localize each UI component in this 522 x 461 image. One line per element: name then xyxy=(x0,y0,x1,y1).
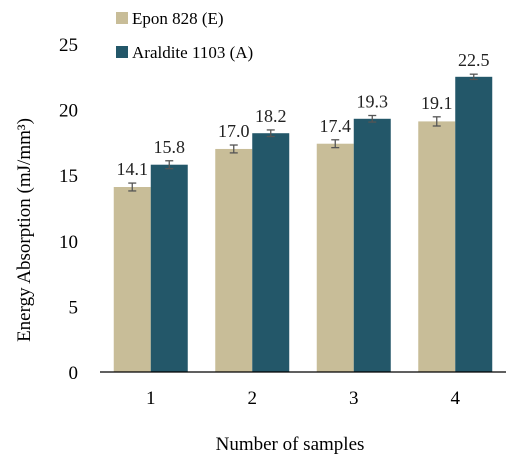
error-bar-araldite xyxy=(469,73,478,81)
data-label-epon: 17.4 xyxy=(320,116,352,136)
data-label-epon: 14.1 xyxy=(117,159,149,179)
bars-layer xyxy=(113,76,493,373)
error-bar-epon xyxy=(128,182,137,192)
legend-swatch-araldite xyxy=(116,46,128,58)
error-bar-epon xyxy=(432,116,441,127)
legend-label-araldite: Araldite 1103 (A) xyxy=(132,43,253,62)
error-bar-araldite xyxy=(165,160,174,170)
bar-araldite xyxy=(150,164,188,372)
y-tick-label: 5 xyxy=(69,297,79,318)
y-tick-label: 10 xyxy=(59,232,78,253)
x-tick-labels: 1 2 3 4 xyxy=(146,388,461,409)
legend-swatch-epon xyxy=(116,12,128,24)
y-tick-label: 0 xyxy=(69,363,79,384)
data-label-araldite: 15.8 xyxy=(154,137,186,157)
legend-label-epon: Epon 828 (E) xyxy=(132,9,224,28)
bar-epon xyxy=(113,187,151,372)
x-tick-label: 1 xyxy=(146,388,156,409)
error-bar-araldite xyxy=(368,114,377,123)
y-axis-label: Energy Absorption (mJ/mm³) xyxy=(14,118,35,342)
data-label-araldite: 18.2 xyxy=(255,106,287,126)
data-label-araldite: 19.3 xyxy=(357,92,389,112)
bar-epon xyxy=(316,143,354,372)
error-bar-araldite xyxy=(266,129,275,138)
bar-araldite xyxy=(252,133,290,372)
error-bars-layer xyxy=(128,73,478,192)
y-tick-label: 20 xyxy=(59,101,78,122)
x-axis-label: Number of samples xyxy=(216,434,365,455)
error-bar-epon xyxy=(331,139,340,149)
bar-araldite xyxy=(455,76,493,373)
y-tick-labels: 0 5 10 15 20 25 xyxy=(59,35,78,384)
x-tick-label: 2 xyxy=(248,388,258,409)
y-tick-label: 15 xyxy=(59,166,78,187)
bar-epon xyxy=(215,148,253,372)
x-tick-label: 4 xyxy=(451,388,461,409)
error-bar-epon xyxy=(229,144,238,154)
bar-epon xyxy=(418,121,456,373)
data-label-epon: 17.0 xyxy=(218,121,250,141)
data-label-araldite: 22.5 xyxy=(458,50,490,70)
legend: Epon 828 (E) Araldite 1103 (A) xyxy=(116,9,253,62)
x-tick-label: 3 xyxy=(349,388,359,409)
data-label-epon: 19.1 xyxy=(421,93,453,113)
bar-araldite xyxy=(353,118,391,372)
y-tick-label: 25 xyxy=(59,35,78,56)
data-labels-layer: 14.1 17.0 17.4 19.1 15.8 18.2 19.3 22.5 xyxy=(117,50,490,179)
